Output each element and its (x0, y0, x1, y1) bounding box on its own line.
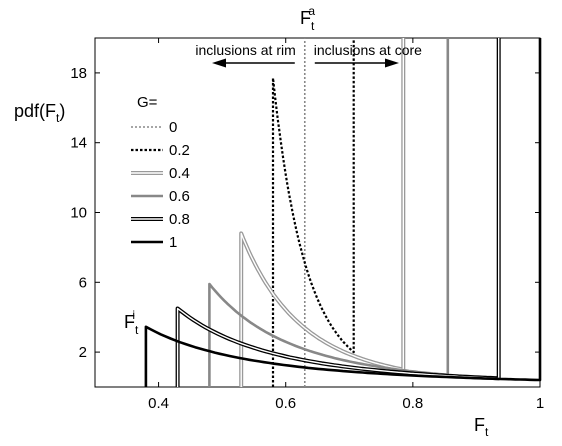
legend-label: 0.4 (169, 165, 190, 182)
series-line (208, 38, 450, 387)
series-line (240, 38, 404, 387)
x-tick-label: 0.4 (148, 395, 169, 412)
series-line (144, 38, 542, 387)
core-arrowhead (385, 58, 399, 68)
legend-entry-0.4: 0.4 (131, 165, 190, 182)
legend-entry-1: 1 (131, 234, 177, 251)
legend-entry-0.2: 0.2 (131, 142, 190, 159)
legend-label: 0.6 (169, 188, 190, 205)
y-tick-label: 6 (79, 274, 87, 291)
y-tick-label: 10 (70, 205, 87, 222)
legend-label: 0 (169, 119, 177, 136)
legend-title: G= (137, 94, 158, 111)
rim-annotation: inclusions at rim (195, 42, 295, 58)
core-annotation: inclusions at core (314, 42, 422, 58)
series-line (239, 38, 406, 387)
series-line (271, 38, 355, 387)
legend-entry-0.8: 0.8 (131, 211, 190, 228)
x-tick-label: 0.6 (275, 395, 296, 412)
y-tick-label: 2 (79, 344, 87, 361)
x-tick-label: 1 (536, 395, 544, 412)
x-axis-label: Ft (474, 415, 489, 439)
plot-area (94, 37, 542, 388)
fa-label: Fta (300, 4, 315, 33)
legend-label: 0.8 (169, 211, 190, 228)
legend-entry-0.6: 0.6 (131, 188, 190, 205)
y-axis-label: pdf(Ft) (14, 101, 65, 125)
legend-label: 0.2 (169, 142, 190, 159)
series-0.6 (208, 38, 450, 387)
series-0.4 (239, 38, 406, 387)
legend-label: 1 (169, 234, 177, 251)
series-1 (144, 38, 542, 387)
y-tick-label: 14 (70, 135, 87, 152)
series-0.2 (271, 38, 355, 387)
rim-arrowhead (212, 58, 226, 68)
fi-label: Fti (124, 308, 139, 337)
legend: G= 0 0.2 0.4 0.6 0.8 1 (131, 94, 190, 251)
annotations: inclusions at rim inclusions at core (195, 42, 422, 68)
y-tick-label: 18 (70, 65, 87, 82)
legend-entry-0: 0 (131, 119, 177, 136)
x-tick-label: 0.8 (402, 395, 423, 412)
